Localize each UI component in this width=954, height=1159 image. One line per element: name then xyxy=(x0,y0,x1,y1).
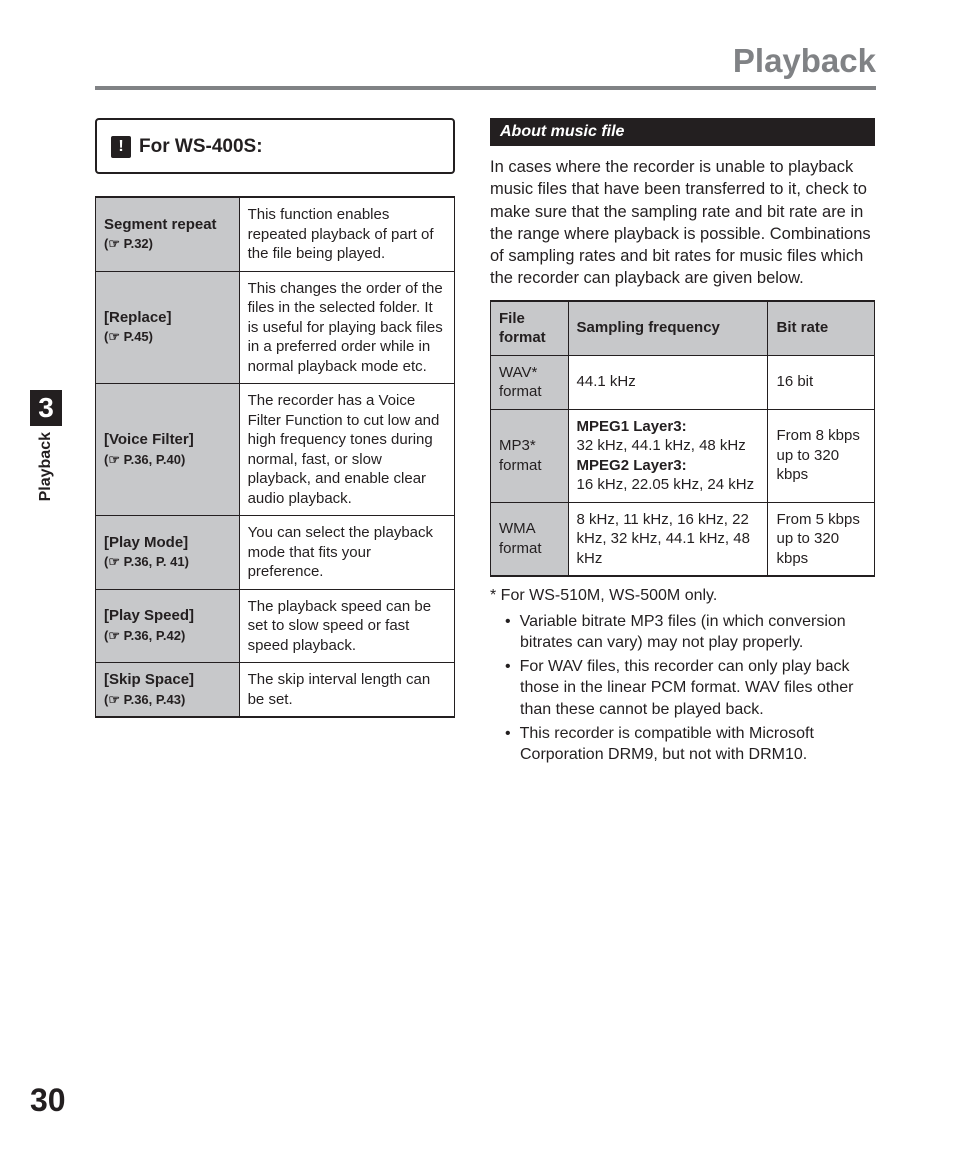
feature-desc-cell: The skip interval length can be set. xyxy=(239,663,454,718)
notes-list: Variable bitrate MP3 files (in which con… xyxy=(490,611,875,766)
table-row: Segment repeat(☞ P.32)This function enab… xyxy=(96,197,455,271)
table-row: MP3* formatMPEG1 Layer3:32 kHz, 44.1 kHz… xyxy=(491,409,875,502)
freq-cell: 44.1 kHz xyxy=(568,355,768,409)
table-row: [Play Speed](☞ P.36, P.42)The playback s… xyxy=(96,589,455,663)
feature-desc-cell: This function enables repeated playback … xyxy=(239,197,454,271)
format-table: File format Sampling frequency Bit rate … xyxy=(490,300,875,578)
list-item: For WAV files, this recorder can only pl… xyxy=(490,656,875,721)
table-row: [Voice Filter](☞ P.36, P.40)The recorder… xyxy=(96,384,455,516)
header-rule xyxy=(95,86,876,90)
freq-cell: 8 kHz, 11 kHz, 16 kHz, 22 kHz, 32 kHz, 4… xyxy=(568,502,768,576)
feature-name-cell: [Voice Filter](☞ P.36, P.40) xyxy=(96,384,240,516)
feature-name-cell: [Skip Space](☞ P.36, P.43) xyxy=(96,663,240,718)
rate-cell: From 8 kbps up to 320 kbps xyxy=(768,409,875,502)
format-cell: WMA format xyxy=(491,502,569,576)
feature-desc-cell: This changes the order of the files in t… xyxy=(239,271,454,384)
chapter-label: Playback xyxy=(37,432,55,501)
side-tab: 3 Playback xyxy=(30,390,62,506)
footnote: * For WS-510M, WS-500M only. xyxy=(490,585,875,607)
section-heading: About music file xyxy=(490,118,875,146)
feature-name-cell: [Replace](☞ P.45) xyxy=(96,271,240,384)
feature-name-cell: Segment repeat(☞ P.32) xyxy=(96,197,240,271)
exclamation-icon: ! xyxy=(111,136,131,158)
feature-desc-cell: The playback speed can be set to slow sp… xyxy=(239,589,454,663)
format-cell: MP3* format xyxy=(491,409,569,502)
table-header-row: File format Sampling frequency Bit rate xyxy=(491,301,875,356)
chapter-number: 3 xyxy=(30,390,62,426)
table-row: WAV* format44.1 kHz16 bit xyxy=(491,355,875,409)
col-sampling-freq: Sampling frequency xyxy=(568,301,768,356)
model-callout-box: ! For WS-400S: xyxy=(95,118,455,174)
freq-cell: MPEG1 Layer3:32 kHz, 44.1 kHz, 48 kHzMPE… xyxy=(568,409,768,502)
intro-paragraph: In cases where the recorder is unable to… xyxy=(490,156,875,290)
rate-cell: From 5 kbps up to 320 kbps xyxy=(768,502,875,576)
feature-name-cell: [Play Mode](☞ P.36, P. 41) xyxy=(96,516,240,590)
right-column: About music file In cases where the reco… xyxy=(490,118,875,766)
page-header: Playback xyxy=(95,42,876,90)
rate-cell: 16 bit xyxy=(768,355,875,409)
col-bit-rate: Bit rate xyxy=(768,301,875,356)
table-row: WMA format8 kHz, 11 kHz, 16 kHz, 22 kHz,… xyxy=(491,502,875,576)
feature-desc-cell: The recorder has a Voice Filter Function… xyxy=(239,384,454,516)
table-row: [Skip Space](☞ P.36, P.43)The skip inter… xyxy=(96,663,455,718)
list-item: This recorder is compatible with Microso… xyxy=(490,723,875,766)
table-row: [Replace](☞ P.45)This changes the order … xyxy=(96,271,455,384)
page-number: 30 xyxy=(30,1082,66,1119)
feature-desc-cell: You can select the playback mode that fi… xyxy=(239,516,454,590)
col-file-format: File format xyxy=(491,301,569,356)
page-title: Playback xyxy=(95,42,876,86)
list-item: Variable bitrate MP3 files (in which con… xyxy=(490,611,875,654)
left-column: ! For WS-400S: Segment repeat(☞ P.32)Thi… xyxy=(95,118,455,718)
feature-name-cell: [Play Speed](☞ P.36, P.42) xyxy=(96,589,240,663)
features-table: Segment repeat(☞ P.32)This function enab… xyxy=(95,196,455,718)
format-cell: WAV* format xyxy=(491,355,569,409)
model-callout-label: For WS-400S: xyxy=(139,136,263,158)
table-row: [Play Mode](☞ P.36, P. 41)You can select… xyxy=(96,516,455,590)
